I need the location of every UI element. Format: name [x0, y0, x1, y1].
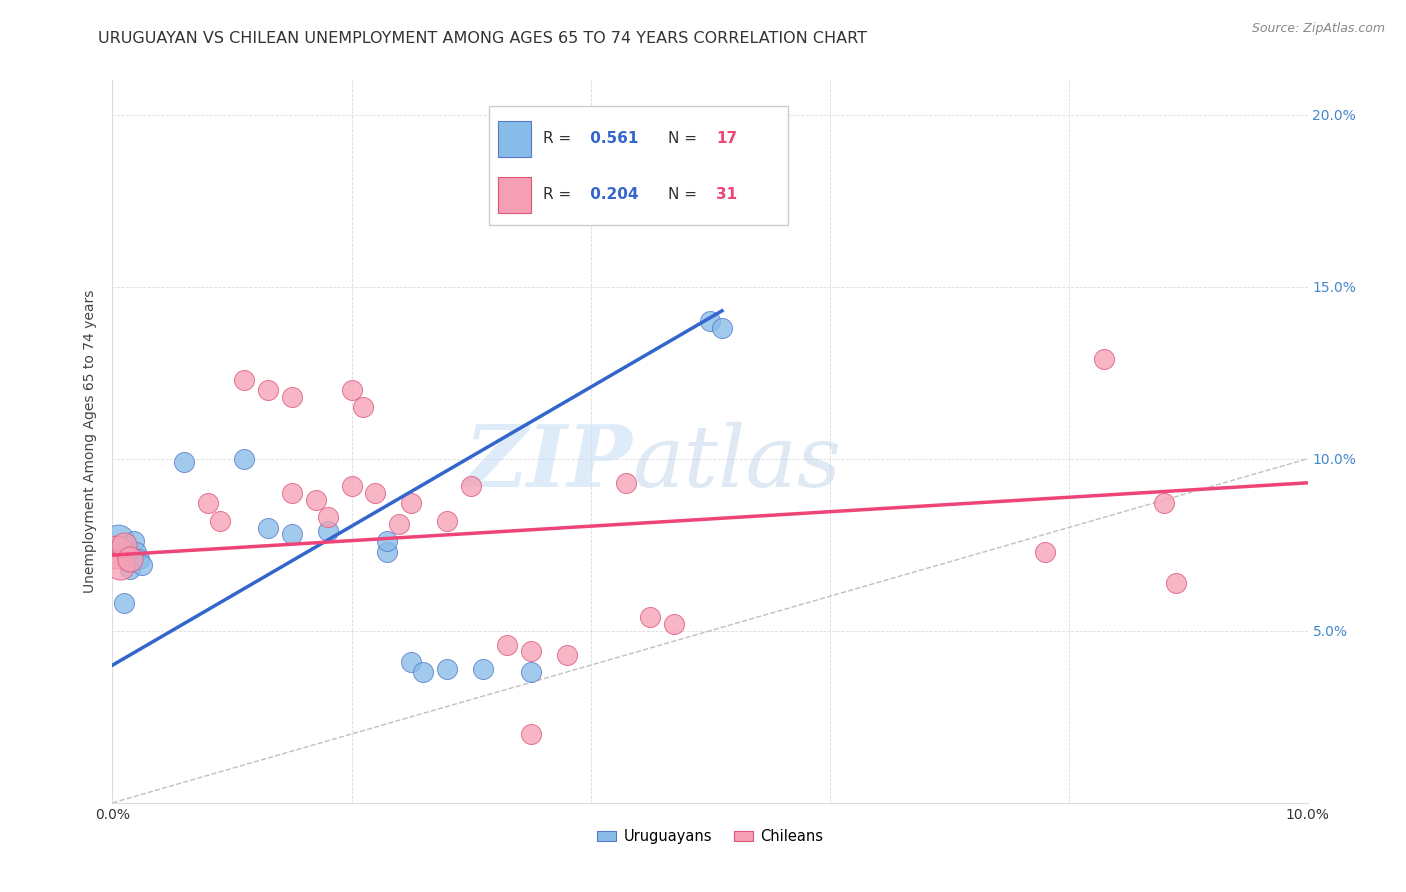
Point [364, 486, 387, 500]
Point [115, 555, 138, 569]
Text: URUGUAYAN VS CHILEAN UNEMPLOYMENT AMONG AGES 65 TO 74 YEARS CORRELATION CHART: URUGUAYAN VS CHILEAN UNEMPLOYMENT AMONG … [98, 31, 868, 46]
Point [436, 514, 458, 528]
Point [281, 390, 304, 404]
Point [128, 551, 150, 566]
Point [401, 655, 423, 669]
Point [114, 538, 135, 552]
Point [257, 520, 280, 534]
Point [412, 665, 434, 679]
Text: Source: ZipAtlas.com: Source: ZipAtlas.com [1251, 22, 1385, 36]
Point [496, 638, 519, 652]
Point [131, 558, 153, 573]
Point [233, 451, 256, 466]
Point [353, 400, 375, 414]
Point [305, 493, 328, 508]
Point [257, 383, 280, 397]
Point [105, 544, 128, 558]
Point [520, 665, 543, 679]
Point [472, 662, 495, 676]
Legend: Uruguayans, Chileans: Uruguayans, Chileans [592, 823, 828, 850]
Point [114, 596, 135, 610]
Point [1094, 351, 1116, 366]
Point [1153, 496, 1175, 510]
Point [520, 727, 543, 741]
Point [436, 662, 458, 676]
Point [664, 616, 686, 631]
Point [640, 610, 662, 624]
Point [699, 314, 721, 328]
Point [316, 524, 339, 538]
Point [388, 517, 411, 532]
Point [107, 534, 129, 549]
Point [555, 648, 578, 662]
Point [616, 475, 638, 490]
Point [1033, 544, 1056, 558]
Point [460, 479, 482, 493]
Point [340, 383, 363, 397]
Point [377, 534, 399, 549]
Point [120, 562, 142, 576]
Point [197, 496, 219, 510]
Point [233, 373, 256, 387]
Point [1166, 575, 1188, 590]
Text: atlas: atlas [633, 422, 841, 505]
Text: ZIP: ZIP [464, 421, 633, 505]
Point [377, 544, 399, 558]
Point [108, 558, 131, 573]
Point [114, 541, 135, 556]
Point [401, 496, 423, 510]
Point [209, 514, 232, 528]
Point [281, 527, 304, 541]
Point [122, 534, 145, 549]
Point [520, 644, 543, 658]
Point [120, 551, 142, 566]
Point [281, 486, 304, 500]
Point [316, 510, 339, 524]
Point [340, 479, 363, 493]
Point [173, 455, 195, 469]
Point [711, 321, 734, 335]
Y-axis label: Unemployment Among Ages 65 to 74 years: Unemployment Among Ages 65 to 74 years [83, 290, 97, 593]
Point [125, 544, 148, 558]
